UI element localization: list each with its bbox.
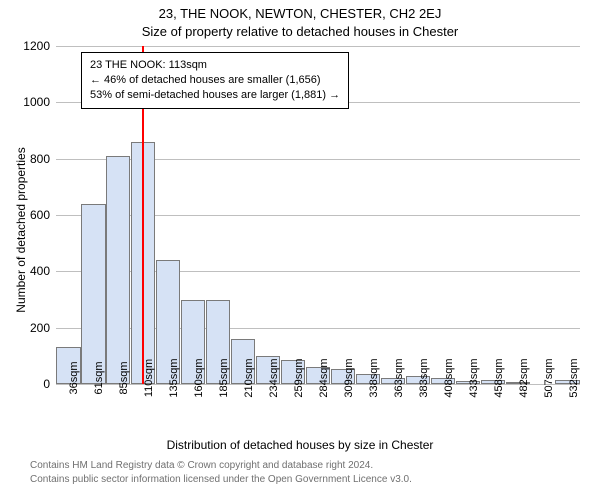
x-axis-label: Distribution of detached houses by size …	[0, 438, 600, 452]
x-tick-label: 309sqm	[343, 358, 355, 397]
annotation-line1: 23 THE NOOK: 113sqm	[90, 58, 340, 73]
y-tick-label: 0	[10, 377, 50, 391]
x-tick-label: 160sqm	[193, 358, 205, 397]
x-tick-label: 458sqm	[493, 358, 505, 397]
source-line-2: Contains public sector information licen…	[30, 474, 412, 485]
x-tick-label: 363sqm	[393, 358, 405, 397]
x-tick-label: 135sqm	[168, 358, 180, 397]
y-tick-label: 400	[10, 264, 50, 278]
x-tick-label: 110sqm	[143, 359, 155, 397]
x-tick-label: 36sqm	[68, 361, 80, 394]
x-tick-label: 507sqm	[543, 358, 555, 397]
annotation-line3: 53% of semi-detached houses are larger (…	[90, 88, 340, 103]
x-tick-label: 85sqm	[118, 361, 130, 394]
x-tick-label: 408sqm	[443, 358, 455, 397]
plot-area: 02004006008001000120036sqm61sqm85sqm110s…	[56, 46, 580, 384]
x-tick-label: 383sqm	[418, 358, 430, 397]
x-tick-label: 532sqm	[568, 358, 580, 397]
x-tick-label: 61sqm	[93, 361, 105, 394]
annotation-line2: ← 46% of detached houses are smaller (1,…	[90, 73, 340, 88]
y-tick-label: 200	[10, 321, 50, 335]
annotation-box: 23 THE NOOK: 113sqm← 46% of detached hou…	[81, 52, 349, 109]
x-tick-label: 259sqm	[293, 358, 305, 397]
y-tick-label: 1200	[10, 39, 50, 53]
histogram-bar	[106, 156, 130, 384]
x-tick-label: 234sqm	[268, 358, 280, 397]
y-tick-label: 800	[10, 152, 50, 166]
x-tick-label: 284sqm	[318, 358, 330, 397]
x-tick-label: 482sqm	[518, 358, 530, 397]
x-tick-label: 185sqm	[218, 358, 230, 397]
chart-title-sub: Size of property relative to detached ho…	[0, 24, 600, 39]
gridline	[56, 46, 580, 47]
y-tick-label: 1000	[10, 95, 50, 109]
x-tick-label: 338sqm	[368, 358, 380, 397]
y-tick-label: 600	[10, 208, 50, 222]
x-tick-label: 210sqm	[243, 358, 255, 397]
histogram-bar	[81, 204, 105, 384]
source-line-1: Contains HM Land Registry data © Crown c…	[30, 460, 373, 471]
chart-title-main: 23, THE NOOK, NEWTON, CHESTER, CH2 2EJ	[0, 6, 600, 21]
x-tick-label: 433sqm	[468, 358, 480, 397]
